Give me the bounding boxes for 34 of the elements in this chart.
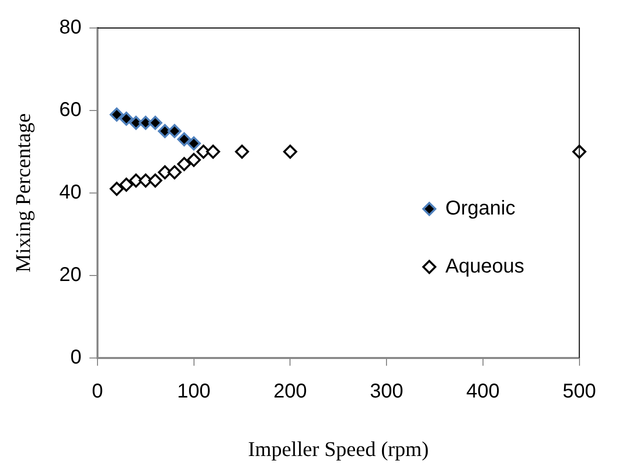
y-tick-label: 20 bbox=[59, 264, 82, 286]
y-tick-label: 80 bbox=[59, 16, 82, 39]
x-tick-label: 0 bbox=[92, 380, 104, 402]
x-tick-label: 100 bbox=[177, 380, 211, 402]
point bbox=[283, 144, 298, 159]
legend-label: Organic bbox=[445, 197, 516, 220]
point bbox=[128, 116, 143, 130]
point bbox=[177, 132, 192, 146]
y-tick-label: 60 bbox=[59, 98, 82, 121]
point bbox=[148, 116, 162, 130]
point bbox=[168, 165, 182, 180]
x-tick-label: 200 bbox=[274, 380, 307, 402]
y-axis-title: Mixing Percentage bbox=[11, 113, 36, 272]
point bbox=[119, 112, 134, 126]
point bbox=[158, 124, 172, 138]
point bbox=[186, 152, 201, 167]
x-tick-label: 300 bbox=[370, 380, 404, 402]
point bbox=[158, 165, 172, 180]
point bbox=[235, 144, 250, 159]
x-axis-title: Impeller Speed (rpm) bbox=[248, 436, 429, 461]
legend-label: Aqueous bbox=[445, 255, 524, 278]
point bbox=[168, 124, 182, 138]
point bbox=[177, 157, 192, 172]
point bbox=[206, 144, 220, 159]
point bbox=[196, 144, 210, 159]
x-tick-label: 400 bbox=[466, 380, 500, 402]
x-tick-label: 500 bbox=[562, 380, 596, 402]
point bbox=[110, 182, 124, 196]
point bbox=[110, 108, 124, 122]
point bbox=[148, 174, 162, 188]
y-tick-label: 0 bbox=[70, 346, 82, 368]
point bbox=[186, 136, 201, 150]
y-tick-label: 40 bbox=[59, 181, 82, 204]
point bbox=[119, 178, 134, 192]
